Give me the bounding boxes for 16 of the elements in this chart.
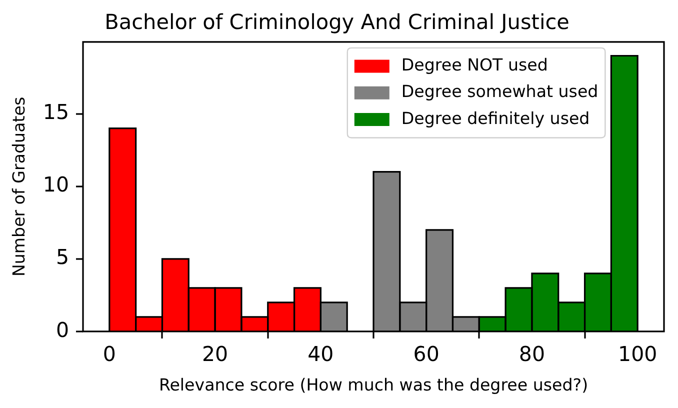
x-tick-label: 20 [202,342,228,366]
y-tick-label: 5 [56,245,70,270]
y-axis-title: Number of Graduates [9,96,28,277]
x-axis-title: Relevance score (How much was the degree used?) [158,375,588,394]
y-tick-label: 15 [42,100,70,124]
x-tick-label: 60 [413,342,440,366]
y-tick-label: 10 [42,172,70,197]
y-tick-label: 0 [56,318,70,342]
chart-title: Bachelor of Criminology And Criminal Justice [104,10,570,34]
legend-label: Degree NOT used [401,56,548,75]
legend-label: Degree somewhat used [401,82,598,102]
x-tick-label: 40 [308,342,334,366]
x-tick-label: 0 [102,342,116,366]
x-tick-label: 100 [618,342,658,366]
legend-label: Degree definitely used [401,108,590,128]
x-tick-label: 80 [518,342,546,366]
